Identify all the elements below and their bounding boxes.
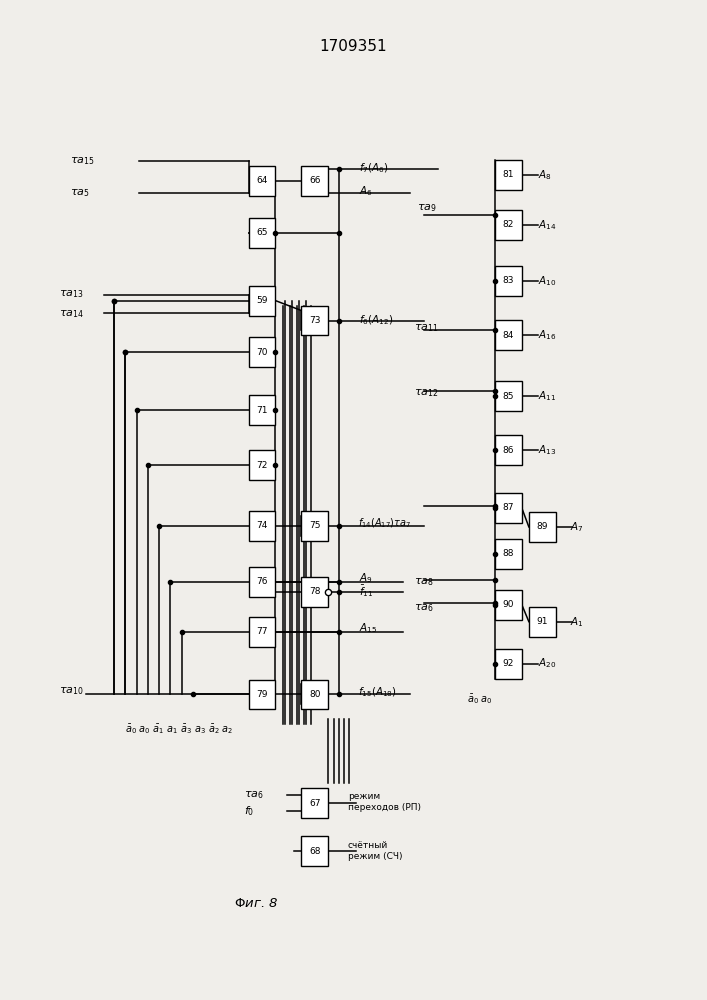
Text: 74: 74	[256, 521, 268, 530]
Text: 75: 75	[309, 521, 320, 530]
Bar	[301, 836, 328, 866]
Bar	[529, 607, 556, 637]
Text: $f_{15}(A_{18})$: $f_{15}(A_{18})$	[358, 686, 397, 699]
Text: $A_9$: $A_9$	[359, 571, 373, 585]
Text: $A_{13}$: $A_{13}$	[538, 443, 556, 457]
Text: 73: 73	[309, 316, 320, 325]
Bar	[249, 617, 275, 647]
Text: 79: 79	[256, 690, 268, 699]
Text: $\tau a_{12}$: $\tau a_{12}$	[414, 387, 438, 399]
Text: $\tau a_{11}$: $\tau a_{11}$	[414, 323, 439, 334]
Text: $\tau a_{14}$: $\tau a_{14}$	[59, 309, 84, 320]
Text: 71: 71	[256, 406, 268, 415]
Text: 67: 67	[309, 799, 320, 808]
Bar	[301, 788, 328, 818]
Text: $f_6(A_{12})$: $f_6(A_{12})$	[359, 314, 394, 327]
Bar	[495, 266, 522, 296]
Bar	[249, 166, 275, 196]
Text: $f_0$: $f_0$	[245, 804, 255, 818]
Text: 83: 83	[503, 276, 514, 285]
Text: $A_{11}$: $A_{11}$	[538, 389, 556, 403]
Text: $\tau a_{10}$: $\tau a_{10}$	[59, 686, 84, 697]
Bar	[249, 450, 275, 480]
Text: $f_{14}(A_{17})\tau a_7$: $f_{14}(A_{17})\tau a_7$	[358, 516, 411, 530]
Bar	[249, 680, 275, 709]
Text: $\bar{a}_0\ a_0$: $\bar{a}_0\ a_0$	[467, 693, 493, 706]
Text: 89: 89	[537, 522, 548, 531]
Text: 76: 76	[256, 577, 268, 586]
Text: $\tau a_9$: $\tau a_9$	[417, 202, 437, 214]
Text: 72: 72	[256, 461, 268, 470]
Text: режим
переходов (РП): режим переходов (РП)	[348, 792, 421, 812]
Text: 1709351: 1709351	[320, 39, 387, 54]
Text: $\tau a_5$: $\tau a_5$	[70, 187, 90, 199]
Bar	[495, 493, 522, 523]
Text: $A_8$: $A_8$	[538, 168, 551, 182]
Text: 77: 77	[256, 627, 268, 636]
Text: 91: 91	[537, 617, 548, 626]
Bar	[249, 218, 275, 248]
Text: $A_{10}$: $A_{10}$	[538, 274, 556, 288]
Text: 80: 80	[309, 690, 320, 699]
Bar	[301, 166, 328, 196]
Text: 64: 64	[256, 176, 268, 185]
Text: $\tau a_{13}$: $\tau a_{13}$	[59, 289, 84, 300]
Text: $\tau a_6$: $\tau a_6$	[414, 602, 434, 614]
Bar	[495, 435, 522, 465]
Text: $A_{20}$: $A_{20}$	[538, 657, 556, 670]
Bar	[249, 286, 275, 316]
Text: 68: 68	[309, 847, 320, 856]
Text: 59: 59	[256, 296, 268, 305]
Text: $\tau a_6$: $\tau a_6$	[245, 789, 264, 801]
Bar	[249, 511, 275, 541]
Text: 85: 85	[503, 392, 514, 401]
Bar	[495, 381, 522, 411]
Text: 70: 70	[256, 348, 268, 357]
Bar	[495, 590, 522, 620]
Text: 86: 86	[503, 446, 514, 455]
Bar	[301, 306, 328, 335]
Bar	[249, 395, 275, 425]
Bar	[249, 337, 275, 367]
Bar	[495, 320, 522, 350]
Text: $\Phi$иг. 8: $\Phi$иг. 8	[234, 897, 278, 910]
Text: счётный
режим (СЧ): счётный режим (СЧ)	[348, 841, 402, 861]
Text: 82: 82	[503, 220, 514, 229]
Text: 84: 84	[503, 331, 514, 340]
Bar	[495, 210, 522, 240]
Text: $A_1$: $A_1$	[571, 615, 584, 629]
Bar	[495, 539, 522, 569]
Text: $A_6$: $A_6$	[359, 184, 373, 198]
Bar	[301, 577, 328, 607]
Text: $\bar{f}_{11}$: $\bar{f}_{11}$	[359, 583, 373, 599]
Text: 92: 92	[503, 659, 514, 668]
Bar	[529, 512, 556, 542]
Text: $\tau a_8$: $\tau a_8$	[414, 576, 434, 588]
Text: 90: 90	[503, 600, 514, 609]
Text: $A_{14}$: $A_{14}$	[538, 218, 556, 232]
Text: $f_7(A_6)$: $f_7(A_6)$	[359, 161, 389, 175]
Text: $A_{15}$: $A_{15}$	[359, 621, 378, 635]
Bar	[495, 649, 522, 679]
Bar	[495, 160, 522, 190]
Text: 88: 88	[503, 549, 514, 558]
Text: 87: 87	[503, 503, 514, 512]
Text: 65: 65	[256, 228, 268, 237]
Text: $A_7$: $A_7$	[571, 520, 584, 534]
Text: $\tau a_{15}$: $\tau a_{15}$	[70, 155, 95, 167]
Bar	[301, 680, 328, 709]
Bar	[301, 511, 328, 541]
Text: $\bar{a}_0\ a_0\ \bar{a}_1\ a_1\ \bar{a}_3\ a_3\ \bar{a}_2\ a_2$: $\bar{a}_0\ a_0\ \bar{a}_1\ a_1\ \bar{a}…	[125, 722, 234, 736]
Text: $A_{16}$: $A_{16}$	[538, 329, 556, 342]
Text: 81: 81	[503, 170, 514, 179]
Text: 78: 78	[309, 587, 320, 596]
Text: 66: 66	[309, 176, 320, 185]
Bar	[249, 567, 275, 597]
